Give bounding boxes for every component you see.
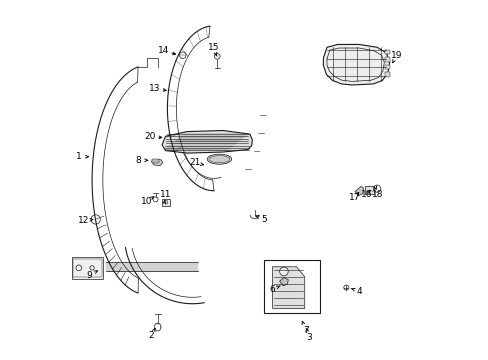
- Bar: [384, 64, 389, 69]
- Text: 11: 11: [160, 190, 171, 199]
- Bar: [264, 260, 319, 313]
- Text: 3: 3: [305, 333, 311, 342]
- Text: 18: 18: [371, 190, 383, 199]
- Text: 1: 1: [76, 152, 81, 161]
- Circle shape: [279, 267, 287, 276]
- Bar: [73, 258, 102, 277]
- Polygon shape: [323, 44, 389, 85]
- Bar: [162, 199, 169, 206]
- Text: 17: 17: [348, 193, 360, 202]
- Polygon shape: [354, 186, 363, 196]
- Text: 7: 7: [303, 326, 308, 335]
- Polygon shape: [279, 278, 287, 286]
- Polygon shape: [162, 131, 252, 153]
- Text: 14: 14: [158, 46, 169, 55]
- Text: 9: 9: [86, 270, 92, 279]
- Bar: [72, 257, 103, 279]
- Text: 6: 6: [269, 285, 275, 294]
- Ellipse shape: [207, 154, 231, 164]
- Bar: [384, 50, 389, 54]
- Text: 10: 10: [141, 197, 152, 206]
- Text: 8: 8: [136, 156, 142, 165]
- Text: 20: 20: [144, 132, 156, 141]
- Text: 4: 4: [356, 287, 361, 296]
- Text: 15: 15: [208, 43, 219, 52]
- Bar: [384, 57, 389, 62]
- Polygon shape: [151, 159, 163, 166]
- Bar: [364, 186, 373, 194]
- Text: 16: 16: [360, 190, 371, 199]
- Bar: [384, 72, 389, 77]
- Text: 5: 5: [261, 215, 266, 224]
- Text: 19: 19: [390, 51, 402, 60]
- Text: 13: 13: [149, 84, 160, 93]
- Text: 12: 12: [78, 216, 89, 225]
- Polygon shape: [272, 267, 304, 309]
- Bar: [152, 159, 159, 163]
- Text: 2: 2: [148, 332, 154, 341]
- Text: 21: 21: [189, 158, 200, 167]
